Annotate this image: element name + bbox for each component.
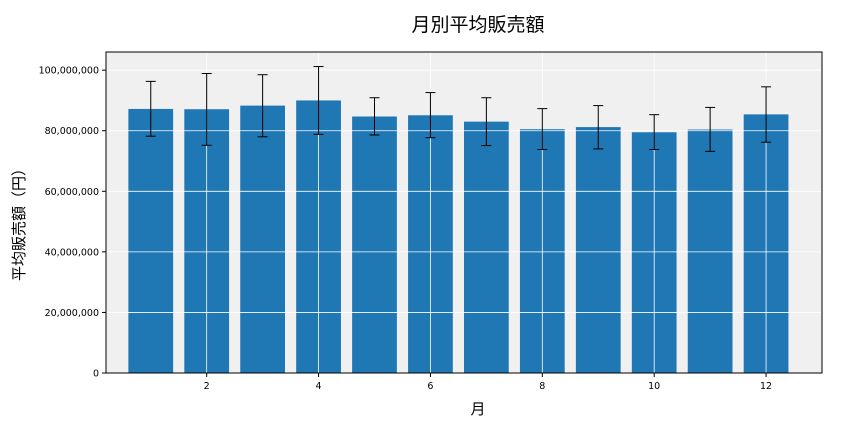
y-tick-label-4: 80,000,000 (45, 126, 99, 137)
x-tick-label-4: 10 (648, 381, 660, 392)
x-axis-label: 月 (470, 400, 485, 418)
error-bar-month-12 (761, 86, 772, 143)
y-tick-label-3: 60,000,000 (45, 187, 99, 198)
bar-month-1 (128, 108, 174, 374)
error-bar-month-6 (425, 92, 436, 139)
error-bar-month-3 (257, 74, 268, 138)
x-axis-ticks: 2 4 6 8 10 12 (204, 373, 772, 392)
error-bar-month-2 (201, 73, 212, 146)
x-tick-label-2: 6 (427, 381, 433, 392)
plot-frame (105, 51, 823, 374)
error-bar-month-8 (537, 108, 548, 151)
y-axis-label: 平均販売額（円） (10, 161, 28, 281)
y-axis-ticks: 0 20,000,000 40,000,000 60,000,000 80,000,00… (39, 66, 106, 380)
error-bar-month-4 (313, 66, 324, 135)
bar-month-7 (464, 121, 509, 373)
bar-month-3 (240, 105, 285, 373)
error-bar-month-7 (481, 97, 492, 147)
y-tick-label-0: 0 (93, 369, 99, 380)
x-tick-label-3: 8 (539, 381, 545, 392)
bar-month-11 (687, 129, 733, 373)
error-bars (145, 66, 772, 152)
error-bar-month-11 (705, 106, 716, 152)
error-bar-month-1 (145, 80, 156, 137)
error-bar-month-10 (649, 114, 660, 151)
y-tick-label-2: 40,000,000 (45, 247, 99, 258)
bar-month-9 (575, 127, 621, 373)
y-tick-label-1: 20,000,000 (45, 308, 99, 319)
x-tick-label-5: 12 (760, 381, 772, 392)
y-tick-label-5: 100,000,000 (39, 66, 99, 77)
error-bar-month-9 (593, 105, 604, 150)
x-tick-label-0: 2 (204, 381, 210, 392)
error-bar-month-5 (369, 97, 380, 136)
bar-month-5 (352, 116, 397, 373)
chart-title: 月別平均販売額 (411, 14, 544, 36)
x-tick-label-1: 4 (316, 381, 322, 392)
